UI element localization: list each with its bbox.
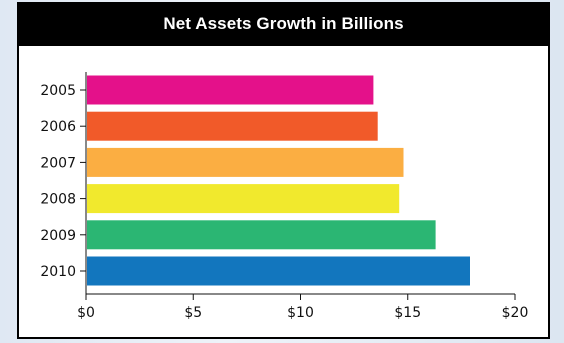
x-tick-label-20: $20 [502,305,529,321]
x-tick-label-5: $5 [184,305,202,321]
bar-2005 [87,75,374,105]
y-tick-label-2008: 2008 [40,192,76,208]
y-tick-label-2007: 2007 [40,155,76,171]
x-tick-label-0: $0 [77,305,95,321]
bar-2007 [87,147,404,177]
y-tick-label-2006: 2006 [40,119,76,135]
y-tick-label-2005: 2005 [40,83,76,99]
y-tick-label-2010: 2010 [40,264,76,280]
chart-title-bar: Net Assets Growth in Billions [17,2,550,46]
bar-2010 [87,256,470,286]
chart-title: Net Assets Growth in Billions [163,14,404,33]
y-tick-label-2009: 2009 [40,228,76,244]
x-tick-label-10: $10 [287,305,314,321]
bar-2006 [87,111,378,141]
bar-2009 [87,220,436,250]
x-tick-label-15: $15 [394,305,421,321]
bar-2008 [87,184,400,214]
